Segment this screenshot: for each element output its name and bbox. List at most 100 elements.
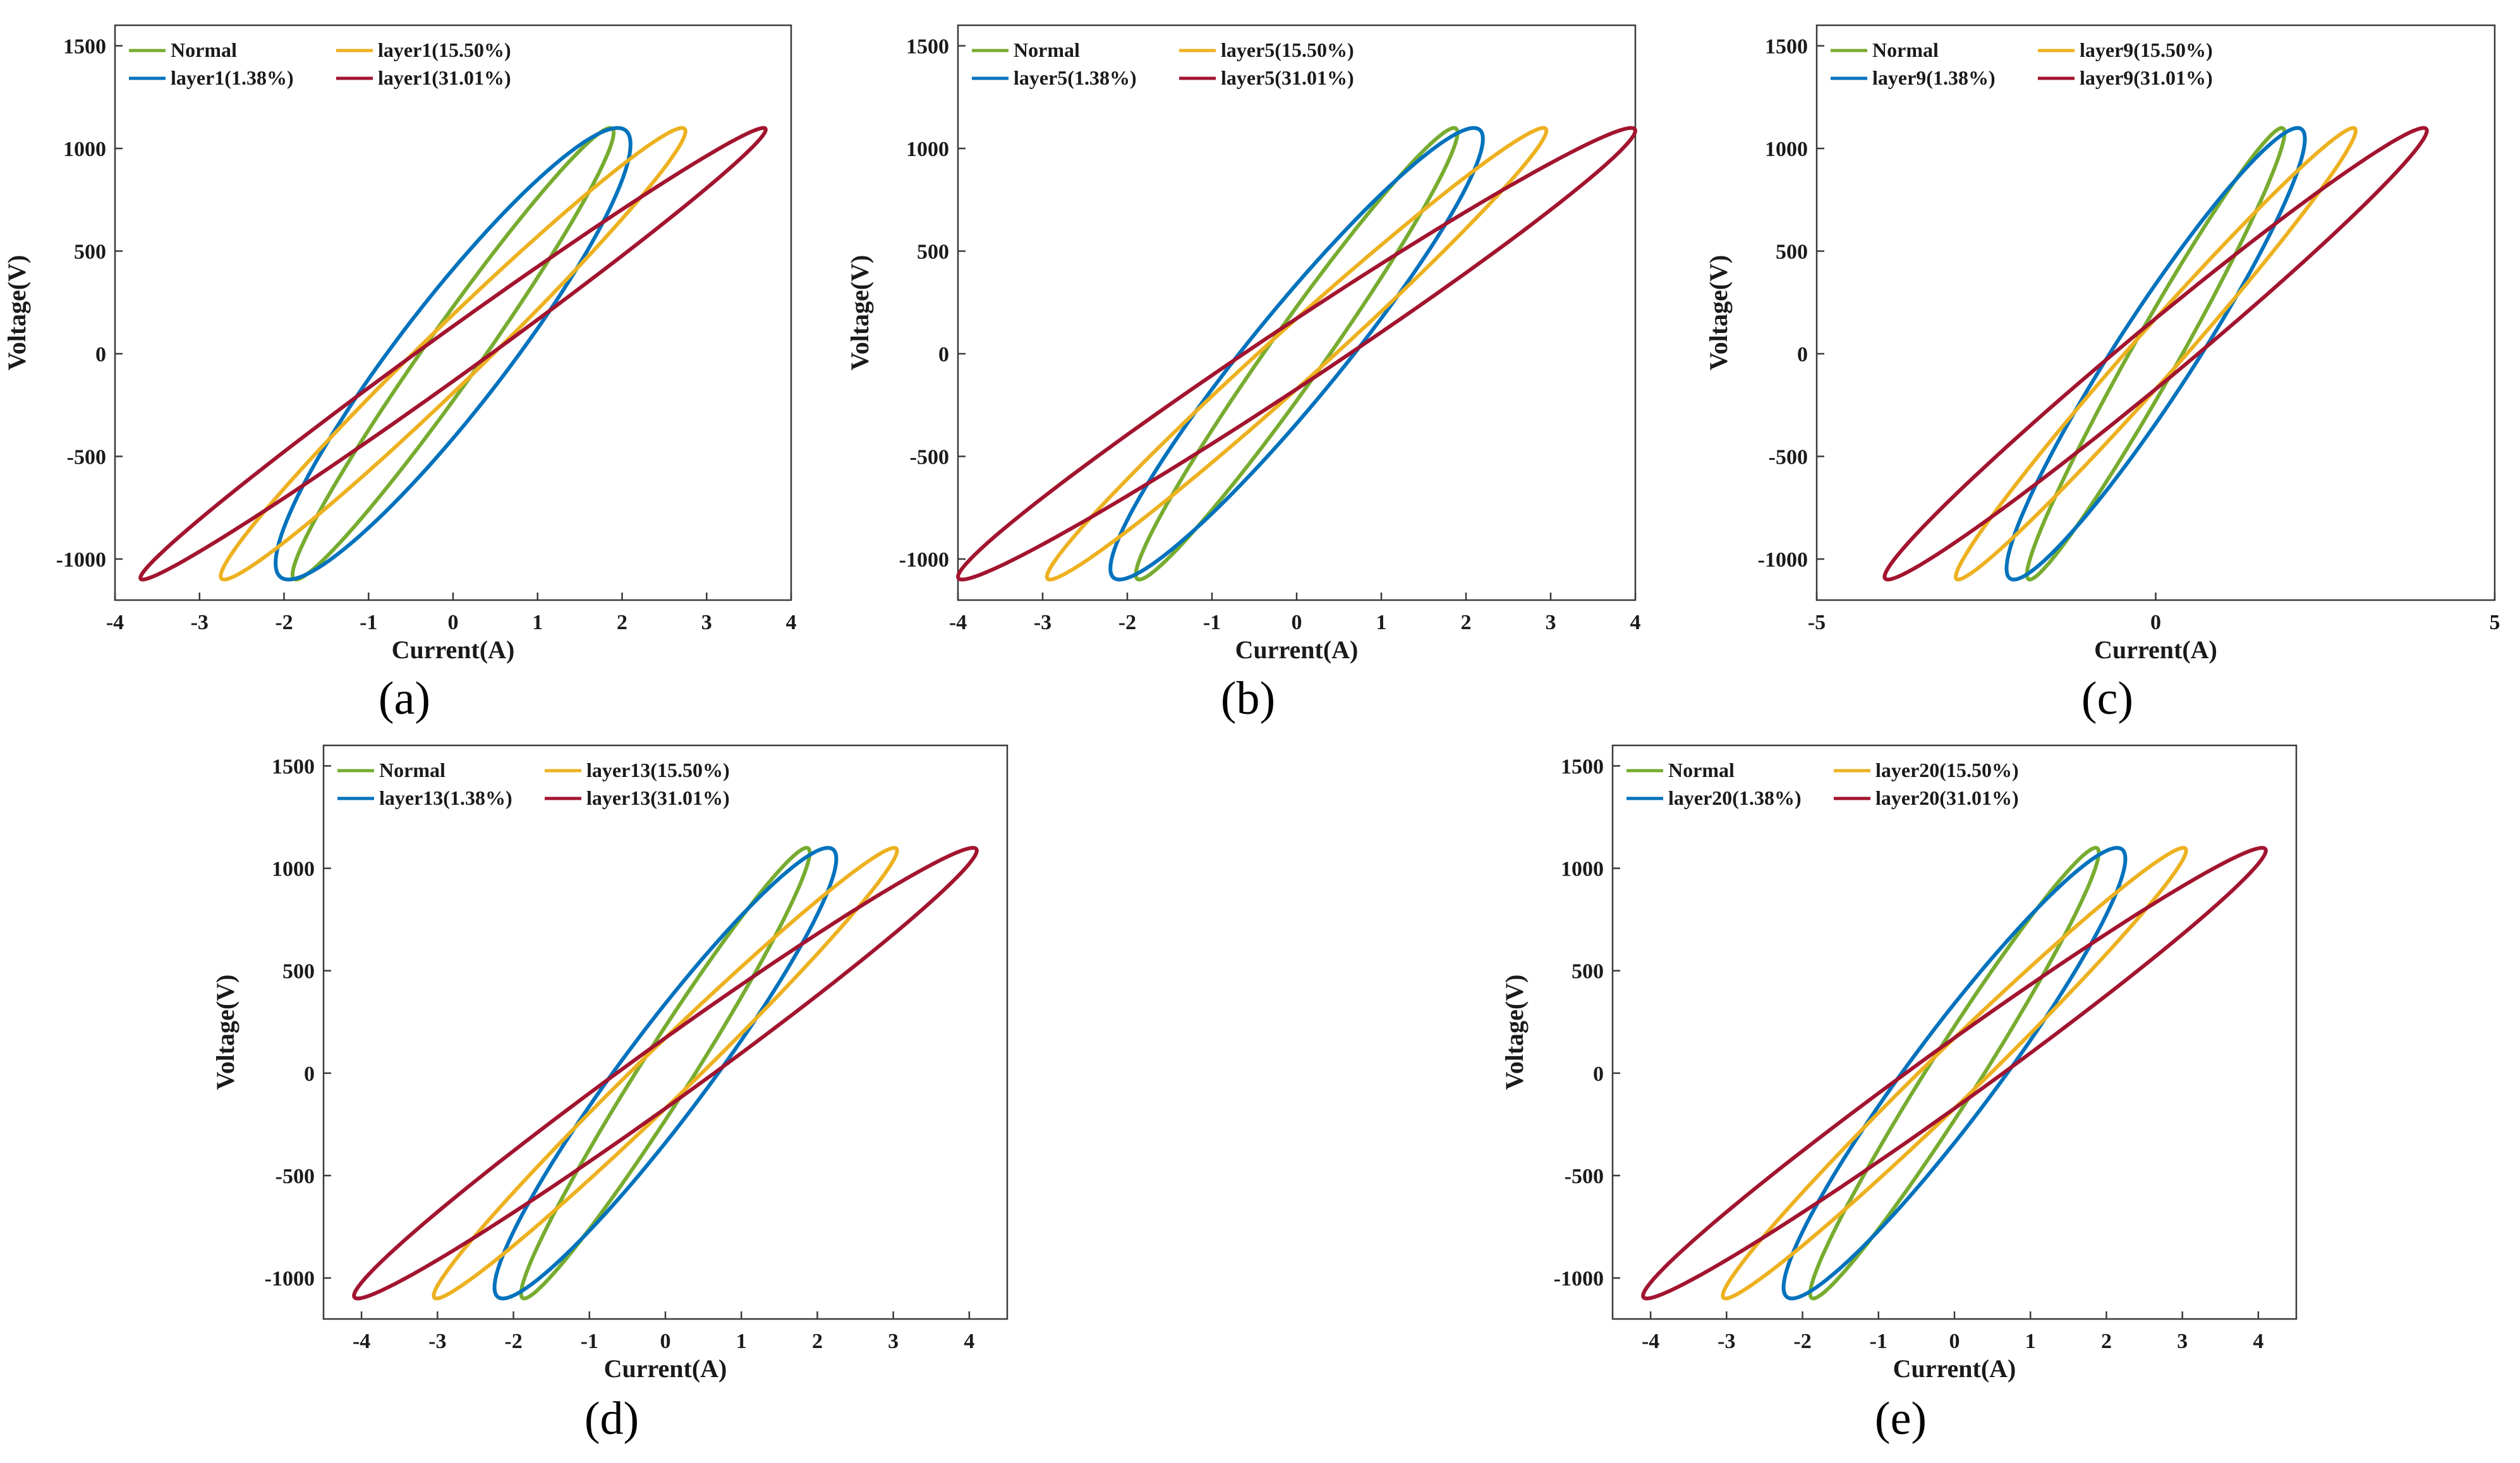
- panel-b: -1000 -500 0 500 1000 1500 -4 -3 -2 -1 0 1 2 3 4 Curren…: [845, 24, 1641, 725]
- y-axis-label: Voltage(V): [211, 975, 239, 1090]
- y-tick-label: 0: [1797, 343, 1808, 366]
- y-tick-label: -500: [1565, 1165, 1604, 1188]
- series-loop-0: [290, 126, 616, 582]
- y-axis-label: Voltage(V): [845, 255, 874, 371]
- x-tick-label: 3: [701, 611, 712, 634]
- y-tick-label: -1000: [1758, 548, 1808, 572]
- x-tick-label: -5: [1808, 611, 1826, 634]
- series-loop-1: [2004, 126, 2307, 582]
- legend-label: Normal: [171, 39, 237, 61]
- legend-label: layer1(1.38%): [171, 66, 294, 89]
- x-tick-label: 2: [617, 611, 627, 634]
- legend-label: layer5(15.50%): [1221, 39, 1354, 61]
- series-loop-1: [492, 846, 839, 1301]
- y-tick-label: -1000: [56, 548, 106, 572]
- x-tick-label: 3: [888, 1330, 899, 1353]
- series-loop-2: [432, 846, 899, 1301]
- legend-label: Normal: [1668, 759, 1735, 781]
- legend-label: layer20(1.38%): [1668, 786, 1802, 809]
- series-loop-2: [1721, 846, 2188, 1301]
- legend-label: layer13(15.50%): [586, 759, 730, 781]
- series-loop-3: [1882, 126, 2429, 582]
- x-tick-label: -1: [1870, 1330, 1887, 1353]
- y-tick-label: 1000: [272, 858, 315, 881]
- legend-label: layer5(1.38%): [1014, 66, 1137, 89]
- x-tick-label: 5: [2490, 611, 2500, 634]
- panel-label: (a): [379, 673, 430, 725]
- series-loop-3: [956, 126, 1637, 582]
- y-tick-label: -500: [67, 446, 106, 469]
- x-tick-label: -4: [106, 611, 124, 634]
- x-tick-label: 1: [532, 611, 543, 634]
- x-tick-label: 0: [660, 1330, 671, 1353]
- legend-label: layer13(31.01%): [586, 786, 730, 809]
- series-loop-1: [274, 126, 633, 582]
- legend-label: layer9(31.01%): [2080, 66, 2213, 89]
- legend-label: Normal: [379, 759, 445, 781]
- legend-label: layer9(15.50%): [2080, 39, 2213, 61]
- legend-label: layer1(31.01%): [378, 66, 511, 89]
- x-tick-label: -1: [1203, 611, 1221, 634]
- series-loop-0: [1808, 846, 2101, 1301]
- y-tick-label: -500: [1769, 446, 1808, 469]
- y-tick-label: 500: [282, 960, 315, 984]
- series-loop-0: [519, 846, 812, 1301]
- x-tick-label: -1: [581, 1330, 598, 1353]
- y-tick-label: 1000: [1561, 858, 1604, 881]
- x-axis-label: Current(A): [392, 635, 515, 664]
- y-tick-label: 0: [304, 1063, 315, 1086]
- x-tick-label: -4: [949, 611, 967, 634]
- x-axis-label: Current(A): [1893, 1354, 2016, 1383]
- legend-label: layer13(1.38%): [379, 786, 512, 809]
- x-tick-label: 2: [1461, 611, 1472, 634]
- legend-label: layer1(15.50%): [378, 39, 511, 61]
- series-loop-2: [1045, 126, 1549, 582]
- x-axis-label: Current(A): [1235, 635, 1359, 664]
- panel-e: -1000 -500 0 500 1000 1500 -4 -3 -2 -1 0 1 2 3 4 Curren…: [1500, 744, 2298, 1445]
- series-loop-3: [352, 846, 979, 1301]
- x-tick-label: -3: [1717, 1330, 1735, 1353]
- series-loop-3: [1641, 846, 2268, 1301]
- y-tick-label: 1500: [63, 35, 106, 59]
- y-tick-label: 1500: [1561, 755, 1604, 778]
- series-loop-1: [1781, 846, 2128, 1301]
- panel-a: -1000 -500 0 500 1000 1500 -4 -3 -2 -1 0 1 2 3 4 Curren…: [3, 24, 797, 725]
- plot-frame: [1611, 744, 2298, 1320]
- x-tick-label: 3: [1546, 611, 1556, 634]
- panel-label: (e): [1875, 1393, 1927, 1445]
- y-tick-label: 0: [1593, 1063, 1604, 1086]
- y-tick-label: 1500: [272, 755, 315, 778]
- panel-c: -1000 -500 0 500 1000 1500 -5 0 5 Current(A) Volta…: [1704, 24, 2500, 725]
- series-loop-3: [138, 126, 768, 582]
- x-tick-label: -3: [191, 611, 209, 634]
- x-tick-label: -2: [1793, 1330, 1811, 1353]
- y-tick-label: 500: [1572, 960, 1604, 984]
- y-tick-label: -500: [910, 446, 949, 469]
- plot-frame: [1815, 24, 2496, 601]
- y-tick-label: 500: [74, 241, 106, 264]
- x-tick-label: -1: [360, 611, 377, 634]
- series-loop-2: [1954, 126, 2358, 582]
- series-loop-0: [1134, 126, 1460, 582]
- x-tick-label: 4: [786, 611, 797, 634]
- y-tick-label: 500: [1776, 241, 1808, 264]
- x-tick-label: 1: [1376, 611, 1387, 634]
- legend-label: layer9(1.38%): [1872, 66, 1996, 89]
- y-tick-label: 0: [938, 343, 949, 366]
- x-tick-label: 0: [448, 611, 459, 634]
- x-tick-label: 3: [2177, 1330, 2188, 1353]
- x-tick-label: 2: [2101, 1330, 2112, 1353]
- x-tick-label: 4: [1630, 611, 1641, 634]
- x-tick-label: 1: [2025, 1330, 2036, 1353]
- x-axis-label: Current(A): [2094, 635, 2217, 664]
- x-tick-label: -2: [275, 611, 293, 634]
- y-axis-label: Voltage(V): [1500, 975, 1529, 1090]
- series-loop-1: [1108, 126, 1485, 582]
- y-tick-label: 1000: [63, 138, 106, 161]
- panel-label: (b): [1221, 673, 1275, 725]
- x-tick-label: -4: [1642, 1330, 1659, 1353]
- y-axis-label: Voltage(V): [3, 255, 31, 371]
- x-tick-label: 4: [2253, 1330, 2263, 1353]
- x-tick-label: 1: [736, 1330, 747, 1353]
